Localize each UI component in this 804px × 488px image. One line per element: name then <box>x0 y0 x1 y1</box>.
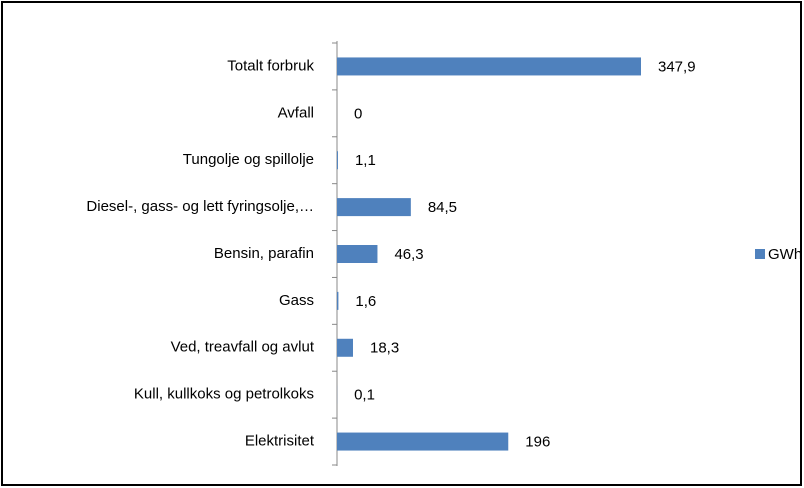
value-label: 0,1 <box>354 387 375 404</box>
value-label: 1,6 <box>355 293 376 310</box>
value-label: 18,3 <box>370 340 399 357</box>
value-label: 196 <box>525 434 550 451</box>
y-tick-label: Tungolje og spillolje <box>183 151 314 168</box>
y-tick-label: Gass <box>279 292 314 309</box>
bar <box>337 291 339 310</box>
y-tick-label: Totalt forbruk <box>227 57 314 74</box>
y-tick-label: Bensin, parafin <box>214 245 314 262</box>
bar <box>337 338 353 357</box>
bar <box>337 432 509 451</box>
value-label: 347,9 <box>658 58 696 75</box>
legend-swatch <box>755 249 765 259</box>
value-label: 46,3 <box>394 246 423 263</box>
bar <box>337 151 338 170</box>
y-tick-label: Ved, treavfall og avlut <box>171 339 315 356</box>
value-label: 84,5 <box>428 199 457 216</box>
y-tick-label: Elektrisitet <box>245 433 315 450</box>
value-label: 0 <box>354 105 362 122</box>
legend-label: GWh <box>768 246 802 263</box>
value-label: 1,1 <box>355 152 376 169</box>
y-tick-label: Kull, kullkoks og petrolkoks <box>134 386 314 403</box>
y-tick-label: Avfall <box>278 104 314 121</box>
bar <box>337 198 411 217</box>
y-tick-label: Diesel-, gass- og lett fyringsolje,… <box>86 198 314 215</box>
bar <box>337 57 641 76</box>
bar <box>337 245 378 263</box>
